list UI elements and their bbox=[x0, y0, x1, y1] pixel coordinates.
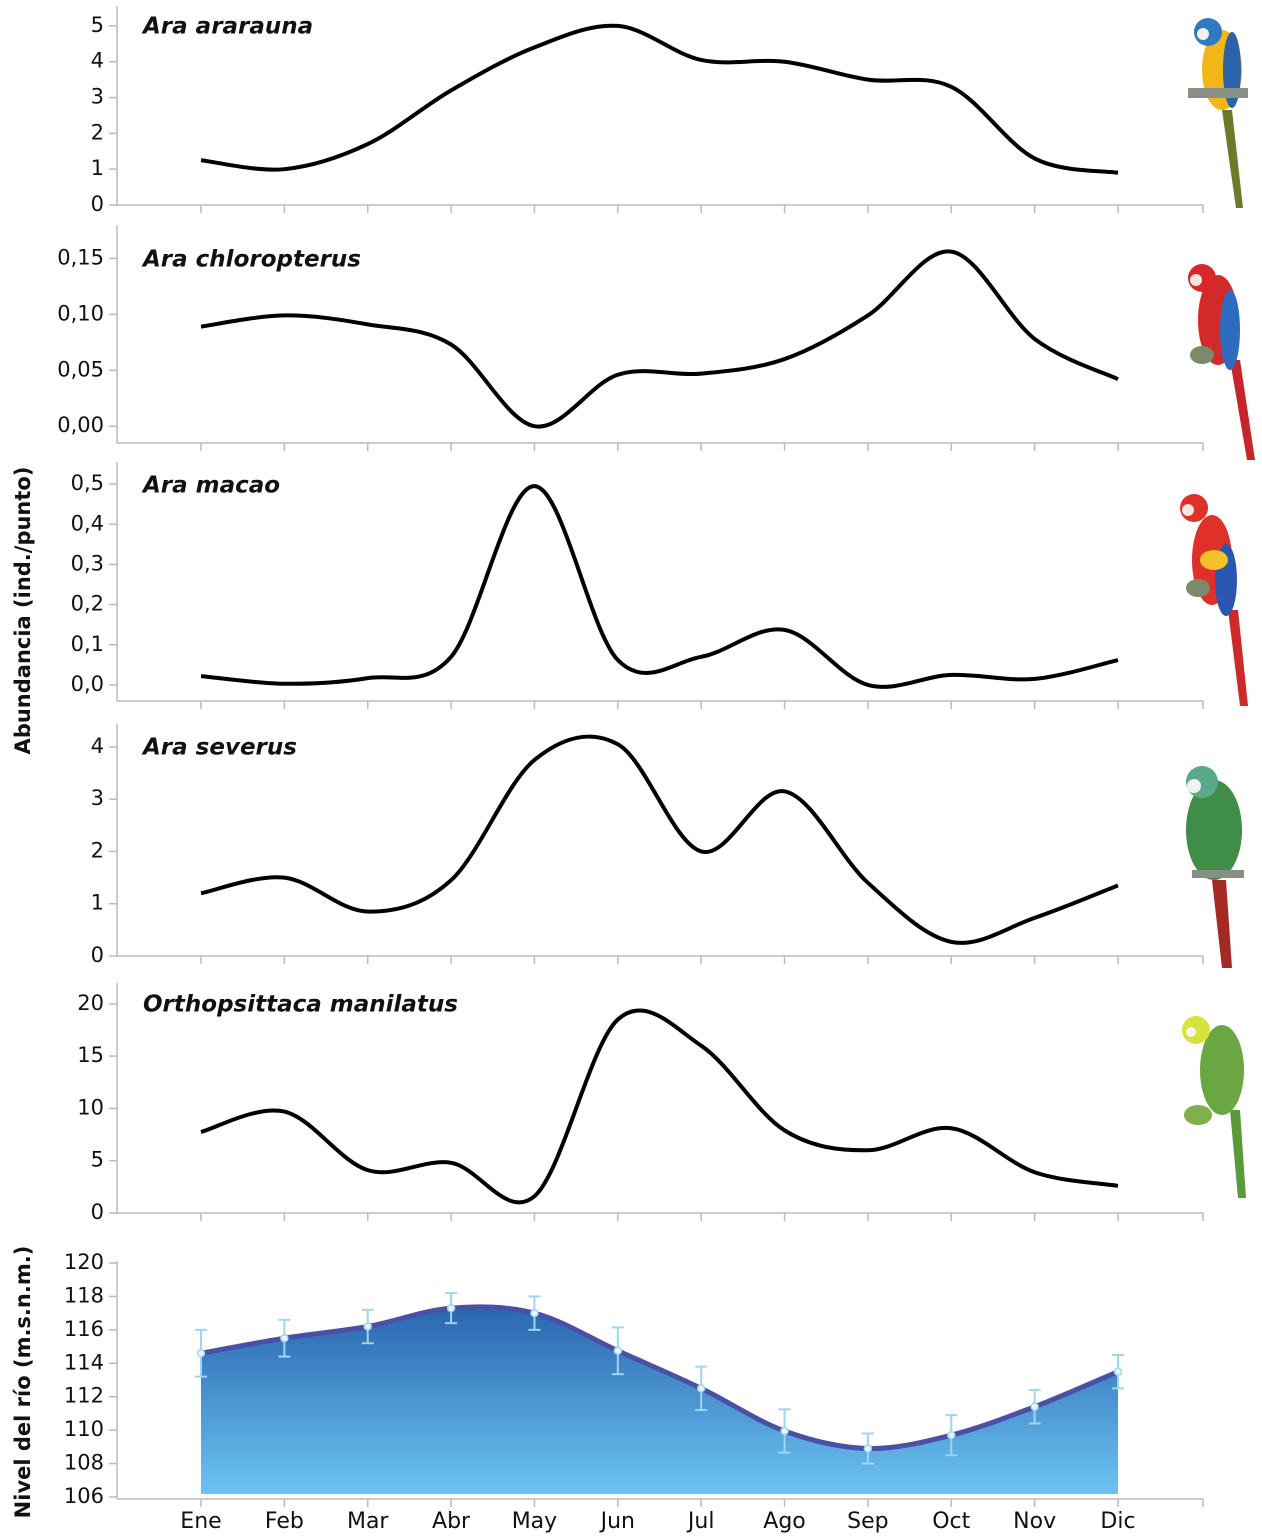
y-tick-label: 120 bbox=[64, 1250, 104, 1274]
y-tick-label: 0,2 bbox=[71, 592, 104, 616]
y-tick-label: 114 bbox=[64, 1350, 104, 1374]
y-tick-label: 118 bbox=[64, 1283, 104, 1307]
y-tick-label: 15 bbox=[77, 1043, 104, 1067]
y-tick-label: 112 bbox=[64, 1384, 104, 1408]
y-tick-label: 0,3 bbox=[71, 551, 104, 575]
x-tick-label: Dic bbox=[1100, 1509, 1135, 1534]
data-point bbox=[281, 1335, 288, 1342]
data-point bbox=[614, 1347, 621, 1354]
x-tick-label: Sep bbox=[847, 1509, 888, 1534]
y-tick-label: 106 bbox=[64, 1484, 104, 1508]
parrot-illustration bbox=[1188, 264, 1255, 460]
parrot-illustration bbox=[1188, 18, 1248, 208]
line bbox=[201, 251, 1118, 426]
panel-title: Ara severus bbox=[141, 735, 297, 761]
y-tick-label: 0 bbox=[91, 192, 104, 216]
y-tick-label: 108 bbox=[64, 1451, 104, 1475]
data-point bbox=[698, 1385, 705, 1392]
x-tick-label: Jun bbox=[599, 1509, 635, 1534]
y-tick-label: 0,5 bbox=[71, 471, 104, 495]
y-tick-label: 0,10 bbox=[57, 301, 104, 325]
parrot-illustration bbox=[1180, 494, 1248, 706]
parrot-illustration bbox=[1182, 1016, 1246, 1198]
line bbox=[201, 1010, 1118, 1202]
y-tick-label: 116 bbox=[64, 1317, 104, 1341]
y-tick-label: 4 bbox=[91, 734, 104, 758]
x-tick-label: Mar bbox=[347, 1509, 389, 1534]
line bbox=[201, 486, 1118, 687]
chart: 0 1 2 3 4 5 Ara ararauna Abundancia (ind./punto… bbox=[0, 0, 1262, 1538]
y-tick-label: 3 bbox=[91, 85, 104, 109]
data-point bbox=[364, 1323, 371, 1330]
panel-title: Orthopsittaca manilatus bbox=[143, 992, 458, 1018]
y-tick-label: 0,0 bbox=[71, 672, 104, 696]
data-point bbox=[781, 1427, 788, 1434]
y-tick-label: 3 bbox=[91, 786, 104, 810]
panel-title: Ara macao bbox=[141, 473, 280, 499]
y-tick-label: 2 bbox=[91, 120, 104, 144]
line bbox=[201, 26, 1118, 173]
y-tick-label: 110 bbox=[64, 1417, 104, 1441]
y-tick-label: 0,15 bbox=[57, 245, 104, 269]
y-tick-label: 0,00 bbox=[57, 413, 104, 437]
y-axis-label: Nivel del río (m.s.n.m.) bbox=[11, 1246, 35, 1519]
parrot-illustration bbox=[1186, 766, 1244, 968]
area bbox=[201, 1307, 1118, 1494]
y-tick-label: 0,05 bbox=[57, 357, 104, 381]
panel-title: Ara ararauna bbox=[141, 14, 313, 40]
y-tick-label: 5 bbox=[91, 13, 104, 37]
y-tick-label: 5 bbox=[91, 1148, 104, 1172]
y-tick-label: 20 bbox=[77, 991, 104, 1015]
x-tick-label: Feb bbox=[265, 1509, 304, 1534]
y-tick-label: 2 bbox=[91, 838, 104, 862]
x-tick-label: Abr bbox=[432, 1509, 471, 1534]
y-tick-label: 4 bbox=[91, 49, 104, 73]
x-tick-label: Oct bbox=[932, 1509, 970, 1534]
y-tick-label: 0,4 bbox=[71, 511, 104, 535]
x-tick-label: May bbox=[512, 1509, 557, 1534]
y-tick-label: 0 bbox=[91, 943, 104, 967]
x-tick-label: Ago bbox=[763, 1509, 805, 1534]
x-tick-label: Ene bbox=[180, 1509, 221, 1534]
line bbox=[201, 737, 1118, 943]
y-tick-label: 0 bbox=[91, 1200, 104, 1224]
y-tick-label: 0,1 bbox=[71, 632, 104, 656]
y-axis-label: Abundancia (ind./punto) bbox=[11, 467, 35, 755]
data-point bbox=[948, 1432, 955, 1439]
y-tick-label: 1 bbox=[91, 891, 104, 915]
data-point bbox=[448, 1305, 455, 1312]
y-tick-label: 1 bbox=[91, 156, 104, 180]
data-point bbox=[1031, 1403, 1038, 1410]
data-point bbox=[864, 1445, 871, 1452]
data-point bbox=[531, 1310, 538, 1317]
x-tick-label: Nov bbox=[1013, 1509, 1056, 1534]
data-point bbox=[1115, 1368, 1122, 1375]
panel-title: Ara chloropterus bbox=[141, 247, 361, 273]
y-tick-label: 10 bbox=[77, 1095, 104, 1119]
x-tick-label: Jul bbox=[686, 1509, 715, 1534]
data-point bbox=[198, 1350, 205, 1357]
